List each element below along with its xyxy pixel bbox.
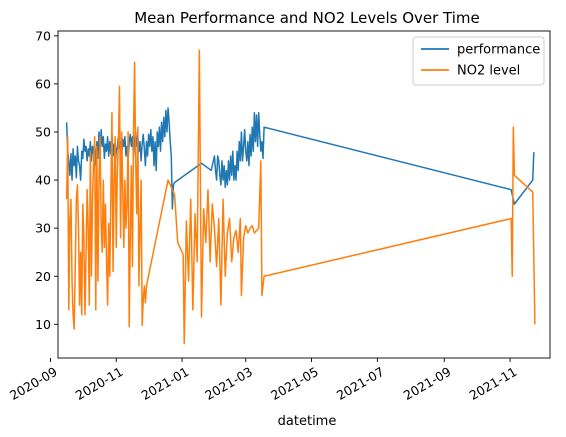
legend-label: NO2 level	[457, 64, 520, 79]
chart-title: Mean Performance and NO2 Levels Over Tim…	[134, 9, 480, 27]
y-tick-label: 60	[35, 76, 51, 91]
x-axis-title: datetime	[278, 414, 337, 429]
x-tick-label: 2021-01	[139, 364, 192, 403]
legend: performance NO2 level	[412, 36, 545, 86]
series-layer	[65, 49, 536, 345]
y-tick-label: 30	[35, 221, 51, 236]
y-tick-label: 10	[35, 317, 51, 332]
y-tick-label: 20	[35, 269, 51, 284]
legend-label: performance	[457, 43, 540, 58]
x-tick-label: 2021-05	[268, 364, 321, 403]
y-tick-label: 40	[35, 173, 51, 188]
y-tick-label: 50	[35, 124, 51, 139]
x-tick-label: 2020-11	[73, 364, 126, 403]
series-line-no2-level	[65, 49, 536, 345]
x-tick-label: 2021-09	[401, 364, 454, 403]
x-tick-label: 2021-07	[334, 364, 387, 403]
y-tick-label: 70	[35, 28, 51, 43]
x-tick-label: 2021-03	[202, 364, 255, 403]
plot-frame	[57, 30, 551, 359]
x-tick-label: 2021-11	[467, 364, 520, 403]
x-tick-label: 2020-09	[7, 364, 60, 403]
